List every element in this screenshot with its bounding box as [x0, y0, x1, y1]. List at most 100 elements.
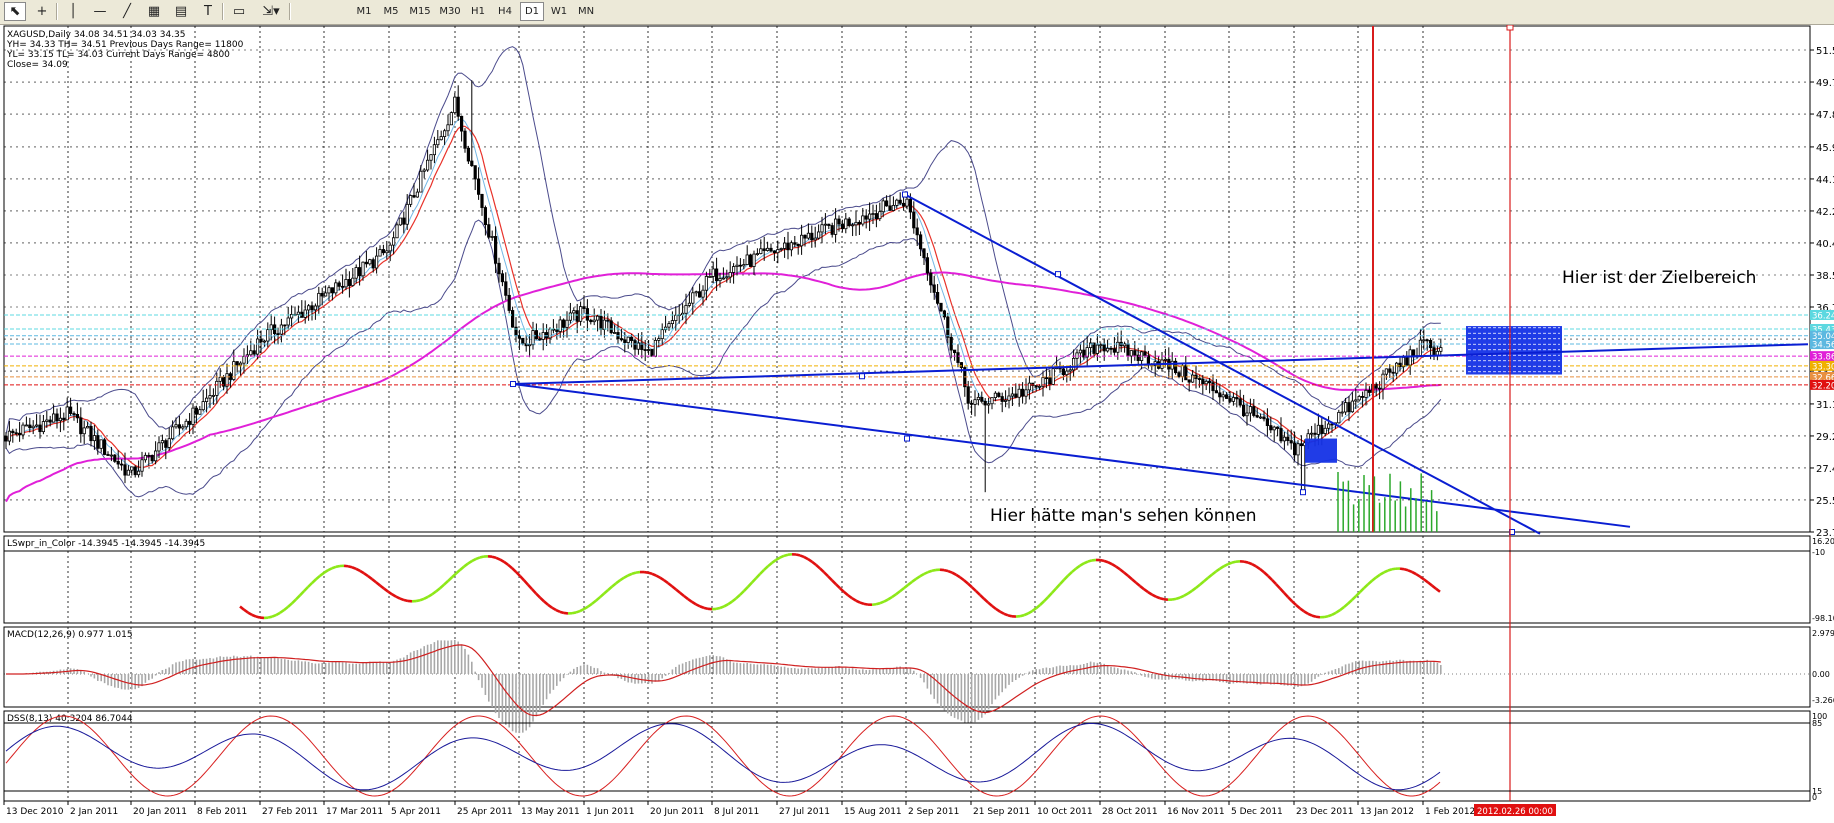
date-axis-label: 23 Dec 2011: [1296, 807, 1354, 817]
timeframe-h4-button[interactable]: H4: [498, 6, 512, 17]
candle-body: [1337, 411, 1341, 424]
wpr-segment: [415, 598, 421, 603]
candle-body: [79, 417, 83, 435]
candle-body: [514, 326, 518, 336]
text-label-icon[interactable]: ▭: [232, 4, 246, 19]
wpr-segment: [799, 554, 805, 559]
wpr-segment: [1267, 574, 1273, 581]
wpr-segment: [1255, 565, 1261, 571]
timeframe-m30-button[interactable]: M30: [439, 6, 461, 17]
candle-body: [1129, 350, 1133, 357]
candle-body: [1034, 385, 1038, 388]
trendline-icon[interactable]: ╱: [123, 4, 131, 19]
candle-body: [1089, 342, 1093, 349]
candle-body: [704, 276, 709, 291]
candle-body: [191, 407, 195, 425]
wpr-segment: [331, 565, 337, 570]
candle-body: [1272, 426, 1276, 431]
candle-body: [789, 242, 794, 251]
wpr-segment: [835, 583, 841, 590]
candle-body: [1024, 389, 1028, 397]
wpr-segment: [999, 610, 1005, 615]
vertical-line-icon[interactable]: │: [69, 4, 77, 19]
text-icon[interactable]: T: [204, 4, 212, 19]
candle-body: [48, 419, 52, 423]
wpr-segment: [1435, 587, 1441, 593]
candle-body: [772, 250, 777, 254]
date-axis-label: 27 Jul 2011: [779, 807, 830, 817]
wpr-segment: [659, 576, 665, 582]
candle-body: [1208, 380, 1212, 384]
candle-body: [687, 302, 692, 306]
candle-body: [1388, 368, 1392, 373]
wpr-segment: [899, 587, 905, 593]
horizontal-line-icon[interactable]: —: [93, 4, 107, 19]
date-axis-label: 13 May 2011: [521, 807, 580, 817]
candle-body: [698, 291, 702, 298]
date-axis-label: 5 Apr 2011: [391, 807, 441, 817]
candle-body: [929, 272, 933, 286]
wpr-segment: [1111, 563, 1117, 568]
candle-body: [806, 232, 811, 239]
price-tag-label: 32.66: [1812, 373, 1834, 383]
candle-body: [854, 221, 858, 226]
candle-body: [405, 203, 409, 225]
candle-body: [1214, 390, 1218, 394]
wpr-segment: [1087, 559, 1093, 563]
candle-body: [402, 217, 406, 225]
candle-body: [493, 236, 498, 264]
wpr-axis-top: 16.208: [1812, 537, 1834, 546]
candle-body: [351, 277, 355, 286]
candle-body: [1347, 402, 1351, 413]
wpr-segment: [255, 615, 261, 619]
timeframe-h1-button[interactable]: H1: [471, 6, 485, 17]
price-tag-label: 33.86: [1812, 353, 1834, 363]
candle-body: [1099, 344, 1103, 347]
candle-body: [330, 287, 335, 294]
wpr-segment: [539, 596, 545, 603]
candle-body: [953, 349, 957, 354]
candle-body: [1367, 389, 1371, 393]
price-tag-bg: [1810, 351, 1834, 362]
candle-body: [116, 460, 120, 465]
candle-body: [238, 362, 243, 366]
wpr-segment: [307, 582, 313, 588]
fibonacci-icon[interactable]: ▤: [174, 4, 188, 19]
timeframe-mn-button[interactable]: MN: [577, 6, 595, 17]
wpr-segment: [663, 579, 669, 585]
candle-body: [466, 147, 471, 162]
candle-body: [776, 249, 780, 254]
candle-body: [385, 250, 389, 254]
candle-body: [783, 242, 787, 249]
wpr-segment: [1339, 606, 1345, 612]
candle-body: [1095, 344, 1099, 354]
candle-body: [664, 326, 668, 331]
timeframe-m5-button[interactable]: M5: [383, 6, 399, 17]
equidistant-channel-icon[interactable]: ▦: [147, 4, 161, 19]
cursor-icon[interactable]: ⬉: [4, 2, 26, 21]
wpr-segment: [719, 605, 725, 610]
candle-body: [1112, 348, 1116, 353]
date-axis-label: 16 Nov 2011: [1167, 807, 1225, 817]
wpr-segment: [607, 585, 613, 592]
candle-body: [596, 315, 600, 321]
candle-body: [323, 292, 328, 297]
wpr-segment: [519, 575, 525, 582]
timeframe-d1-button[interactable]: D1: [520, 2, 544, 21]
wpr-segment: [379, 584, 385, 590]
timeframe-w1-button[interactable]: W1: [550, 6, 568, 17]
timeframe-m15-button[interactable]: M15: [409, 6, 431, 17]
arrows-dropdown-icon[interactable]: ⇲▾: [262, 4, 280, 19]
candle-body: [691, 292, 695, 304]
candle-body: [912, 211, 916, 229]
price-axis-label: 31.10: [1816, 400, 1834, 411]
date-axis-label: 13 Dec 2010: [6, 807, 64, 817]
wpr-segment: [575, 609, 581, 614]
timeframe-m1-button[interactable]: M1: [356, 6, 372, 17]
wpr-segment: [1219, 565, 1225, 570]
candle-body: [1276, 426, 1280, 429]
crosshair-icon[interactable]: +: [36, 4, 48, 19]
wpr-segment: [1379, 571, 1385, 576]
candle-body: [368, 259, 372, 265]
wpr-segment: [891, 593, 897, 599]
